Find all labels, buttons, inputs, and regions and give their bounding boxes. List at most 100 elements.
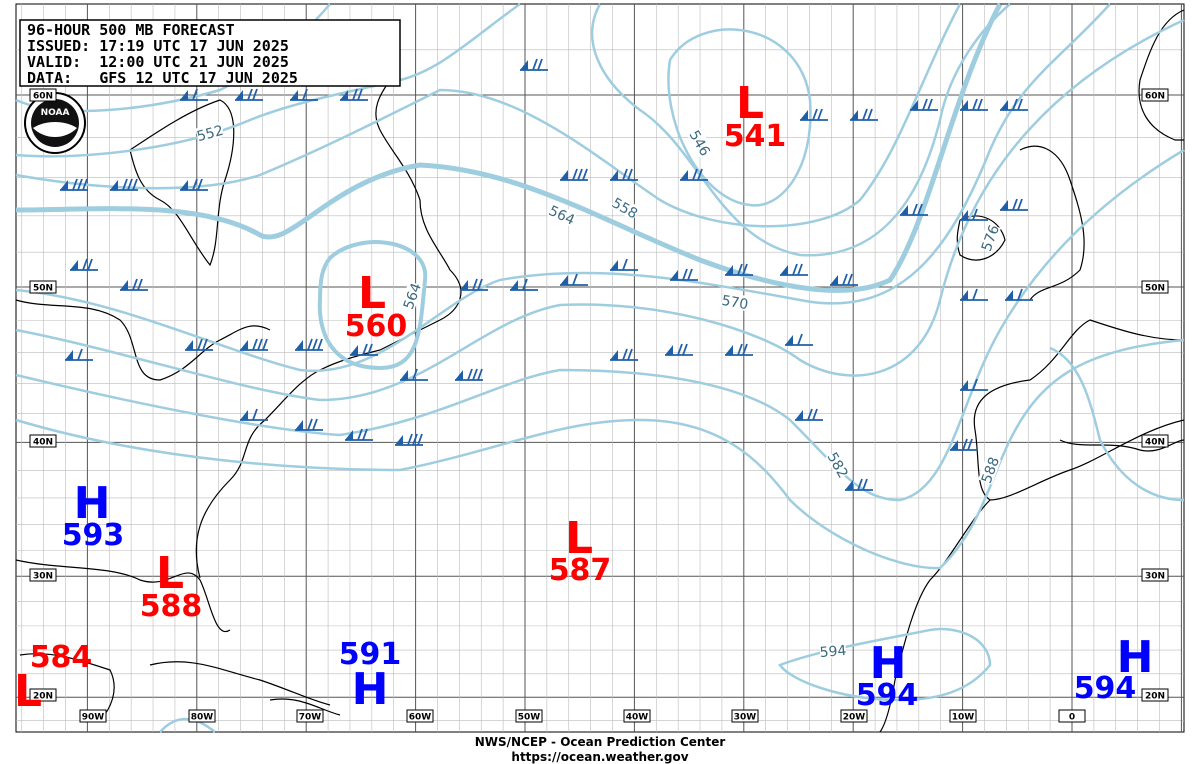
barb-flag (345, 430, 353, 440)
wind-barb (610, 168, 638, 181)
center-letter: H (870, 638, 907, 689)
lat-label-box (29, 568, 57, 582)
barb-feather (532, 58, 538, 71)
lat-label-box (29, 280, 57, 294)
wind-barb (960, 378, 988, 391)
wind-barb (1005, 288, 1033, 301)
barb-feather (412, 368, 418, 381)
barb-feather (132, 278, 138, 291)
wind-barb (960, 208, 988, 221)
lat-label: 50N (1145, 284, 1165, 294)
barb-flag (780, 265, 788, 275)
barb-feather (862, 478, 868, 491)
barb-feather (737, 263, 743, 276)
wind-barb (400, 368, 428, 381)
lon-label: 60W (409, 713, 432, 723)
barb-flag (910, 100, 918, 110)
lon-label: 70W (299, 713, 322, 723)
coastline (879, 499, 991, 733)
lat-label: 20N (33, 692, 53, 702)
center-letter: H (74, 478, 111, 529)
lon-label: 30W (734, 713, 757, 723)
barb-feather (972, 208, 978, 221)
lon-label-box (623, 709, 651, 723)
barb-feather (87, 258, 93, 271)
lon-label-box (1058, 709, 1086, 723)
barb-feather (812, 408, 818, 421)
wind-barb (845, 478, 873, 491)
barb-feather (252, 338, 258, 351)
barb-flag (235, 90, 243, 100)
barb-flag (295, 420, 303, 430)
center-letter: L (14, 666, 42, 717)
barb-flag (460, 280, 468, 290)
contours (15, 2, 1185, 733)
barb-feather (202, 338, 208, 351)
barb-feather (472, 278, 478, 291)
coastline (1138, 9, 1185, 141)
height-contour (778, 627, 992, 702)
center-letter: L (565, 513, 593, 564)
wind-barb (680, 168, 708, 181)
wind-barb (460, 278, 488, 291)
header-line: ISSUED: 17:19 UTC 17 JUN 2025 (27, 37, 289, 55)
barb-feather (262, 338, 268, 351)
barb-flag (960, 380, 968, 390)
barb-flag (665, 345, 673, 355)
barb-feather (127, 178, 133, 191)
wind-barb (960, 98, 988, 111)
lat-label: 40N (33, 438, 53, 448)
barb-feather (252, 408, 258, 421)
wind-barb (780, 263, 808, 276)
center-value: 591 (339, 637, 402, 672)
barb-feather (407, 433, 413, 446)
barb-feather (412, 433, 418, 446)
barb-feather (77, 178, 83, 191)
center-value: 593 (62, 518, 125, 553)
wind-barb (510, 278, 538, 291)
barb-feather (312, 338, 318, 351)
barb-feather (312, 418, 318, 431)
wind-barb (235, 88, 263, 101)
wind-barb (560, 168, 588, 181)
lat-label-box (1141, 88, 1169, 102)
lat-label-box (1141, 434, 1169, 448)
height-contour (15, 148, 1185, 502)
barb-feather (132, 178, 138, 191)
barb-feather (742, 343, 748, 356)
barb-feather (1012, 98, 1018, 111)
barb-feather (252, 88, 258, 101)
wind-barb (610, 348, 638, 361)
barb-flag (70, 260, 78, 270)
barb-flag (845, 480, 853, 490)
barb-feather (137, 278, 143, 291)
center-value: 541 (724, 119, 787, 154)
wind-barb (960, 288, 988, 301)
wind-barb (900, 203, 928, 216)
lat-label: 30N (1145, 572, 1165, 582)
contour-label-bg (819, 641, 847, 660)
height-contour (15, 18, 1185, 402)
contour-label-bg (978, 455, 1002, 485)
barb-flag (680, 170, 688, 180)
barb-feather (522, 278, 528, 291)
barb-flag (960, 290, 968, 300)
wind-barb (665, 343, 693, 356)
barb-flag (455, 370, 463, 380)
wind-barb (610, 258, 638, 271)
barb-feather (472, 368, 478, 381)
barb-feather (307, 418, 313, 431)
height-contour (15, 3, 962, 228)
center-letter: L (736, 78, 764, 129)
wind-barb (120, 278, 148, 291)
barb-flag (110, 180, 118, 190)
barb-flag (240, 340, 248, 350)
header-line: 96-HOUR 500 MB FORECAST (27, 21, 235, 39)
barb-feather (477, 368, 483, 381)
wind-barb (295, 338, 323, 351)
lat-label-box (1141, 568, 1169, 582)
barb-feather (962, 438, 968, 451)
contour-label-bg (825, 449, 852, 480)
barb-feather (912, 203, 918, 216)
center-value: 584 (30, 640, 93, 675)
